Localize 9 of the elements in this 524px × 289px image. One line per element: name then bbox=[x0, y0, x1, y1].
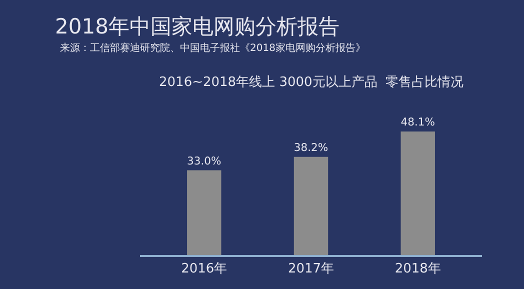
chart-subtitle: 2016~2018年线上 3000元以上产品 零售占比情况 bbox=[159, 75, 464, 90]
data-label: 38.2% bbox=[294, 141, 328, 154]
x-tick-label: 2018年 bbox=[394, 262, 441, 277]
chart-title: 2018年中国家电网购分析报告 bbox=[55, 14, 340, 38]
x-tick-label: 2016年 bbox=[181, 262, 228, 277]
x-tick-label: 2017年 bbox=[288, 262, 334, 277]
data-label: 33.0% bbox=[187, 154, 222, 168]
data-label: 48.1% bbox=[400, 116, 435, 129]
source-note: 来源：工信部赛迪研究院、中国电子报社《2018家电网购分析报告》 bbox=[60, 42, 366, 54]
